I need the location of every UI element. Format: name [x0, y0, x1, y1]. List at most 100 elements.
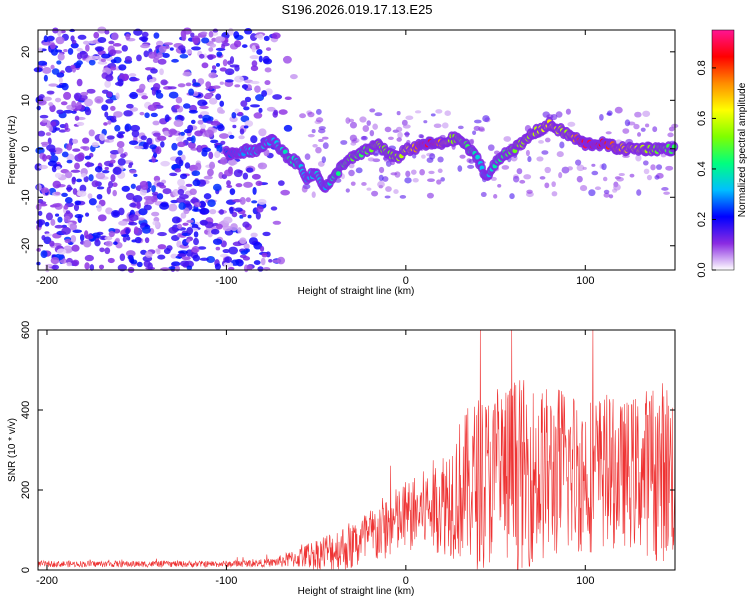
noise-blob: [527, 156, 532, 163]
noise-blob: [54, 172, 62, 179]
noise-blob: [602, 176, 608, 182]
noise-blob: [36, 248, 41, 252]
noise-blob: [181, 256, 191, 261]
noise-blob: [588, 189, 596, 197]
noise-blob: [74, 162, 80, 170]
noise-blob: [235, 183, 243, 188]
noise-blob: [599, 113, 604, 121]
noise-blob: [385, 160, 392, 167]
noise-blob: [50, 218, 56, 226]
noise-blob: [355, 167, 363, 174]
noise-blob: [220, 140, 226, 145]
noise-blob: [148, 51, 157, 59]
noise-blob: [216, 144, 223, 153]
noise-blob: [36, 183, 42, 191]
noise-blob: [114, 124, 121, 132]
noise-blob: [242, 172, 249, 180]
noise-blob: [440, 177, 445, 182]
noise-blob: [207, 199, 216, 208]
noise-blob: [144, 112, 150, 119]
noise-blob: [258, 55, 263, 63]
noise-blob: [401, 119, 408, 126]
noise-blob: [603, 192, 610, 198]
noise-blob: [120, 153, 127, 159]
noise-blob: [650, 164, 656, 171]
noise-blob: [215, 93, 222, 100]
noise-blob: [111, 210, 121, 218]
noise-blob: [201, 149, 208, 157]
noise-blob: [152, 132, 161, 137]
noise-blob: [240, 100, 248, 108]
noise-blob: [43, 74, 48, 82]
noise-blob: [84, 98, 94, 107]
colorbar-tick-label: 0.4: [696, 161, 708, 176]
noise-blob: [191, 245, 200, 253]
noise-blob: [227, 27, 234, 36]
noise-blob: [272, 220, 282, 225]
noise-blob: [208, 47, 214, 52]
snr-series-line: [37, 329, 676, 570]
noise-blob: [50, 42, 56, 50]
noise-blob: [211, 37, 217, 42]
noise-blob: [579, 185, 588, 192]
noise-blob: [151, 88, 156, 96]
x-tick-label: 100: [576, 575, 594, 587]
noise-blob: [175, 136, 183, 142]
noise-blob: [441, 122, 449, 129]
noise-blob: [42, 96, 52, 102]
noise-blob: [141, 184, 149, 191]
noise-blob: [110, 152, 117, 160]
noise-blob: [126, 236, 131, 241]
noise-blob: [435, 109, 443, 114]
noise-blob: [110, 159, 116, 164]
noise-blob: [230, 223, 238, 232]
noise-blob: [118, 64, 127, 71]
noise-blob: [110, 174, 116, 183]
noise-blob: [636, 189, 642, 196]
noise-blob: [663, 191, 670, 195]
noise-blob: [160, 141, 165, 148]
noise-blob: [228, 246, 239, 255]
noise-blob: [70, 42, 79, 49]
noise-blob: [82, 137, 90, 144]
noise-blob: [227, 131, 233, 137]
noise-blob: [101, 104, 109, 111]
noise-blob: [79, 184, 87, 193]
noise-blob: [167, 86, 177, 90]
noise-blob: [209, 161, 216, 170]
noise-blob: [219, 253, 229, 258]
noise-blob: [52, 180, 61, 189]
noise-blob: [233, 169, 243, 178]
noise-blob: [254, 85, 261, 93]
noise-blob: [656, 164, 663, 170]
noise-blob: [204, 93, 213, 98]
noise-blob: [152, 120, 160, 126]
noise-blob: [129, 202, 137, 208]
noise-blob: [45, 263, 53, 268]
noise-blob: [66, 261, 72, 267]
noise-blob: [50, 256, 60, 265]
noise-blob: [207, 54, 214, 61]
colorbar-gradient: [711, 29, 735, 271]
noise-blob: [136, 217, 145, 221]
noise-blob: [576, 175, 583, 183]
noise-blob: [243, 243, 250, 250]
noise-blob: [177, 223, 183, 230]
noise-blob: [147, 262, 153, 271]
noise-blob: [103, 122, 108, 126]
noise-blob: [516, 168, 523, 175]
noise-blob: [71, 100, 77, 108]
noise-blob: [345, 188, 350, 193]
noise-blob: [64, 197, 73, 204]
colorbar-tick-label: 0.2: [696, 212, 708, 227]
noise-blob: [65, 171, 73, 179]
noise-blob: [340, 140, 348, 145]
spectrogram-y-ticks: -20 -10 0 10 20: [20, 46, 675, 254]
noise-blob: [188, 109, 198, 114]
noise-blob: [362, 125, 370, 133]
noise-blob: [71, 259, 80, 267]
noise-blob: [418, 134, 424, 139]
noise-blob: [105, 207, 113, 215]
noise-blob: [242, 213, 247, 218]
noise-blob: [186, 219, 194, 223]
